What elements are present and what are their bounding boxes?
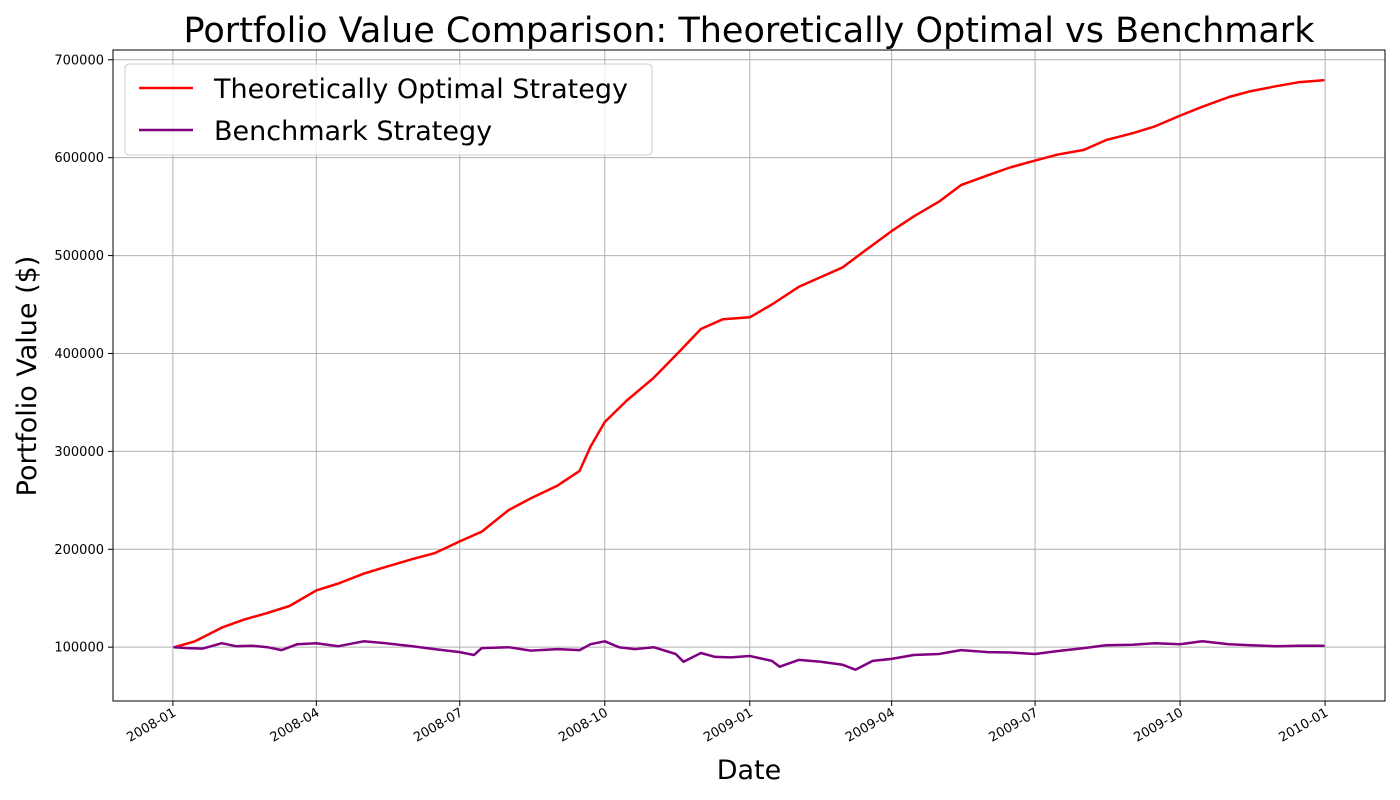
chart-title: Portfolio Value Comparison: Theoreticall… [184,11,1316,51]
y-tick-label: 200000 [54,543,104,558]
plot-frame [112,49,1386,702]
y-axis-title: Portfolio Value ($) [12,256,43,497]
series-line-0 [173,79,1325,649]
y-tick-label: 500000 [54,249,104,264]
legend-label-0: Theoretically Optimal Strategy [213,74,628,105]
y-tick-label: 600000 [54,151,104,166]
legend: Theoretically Optimal Strategy Benchmark … [124,63,653,156]
y-tick-label: 300000 [54,445,104,460]
y-axis: 100000 200000 300000 400000 500000 600000 7000… [54,53,113,656]
legend-label-1: Benchmark Strategy [214,116,492,147]
series-line-1 [173,640,1325,671]
legend-box [124,63,653,156]
x-axis-title: Date [717,755,782,786]
y-tick-label: 400000 [54,347,104,362]
y-tick-label: 700000 [54,53,104,68]
series-layer [173,79,1325,671]
gridlines [113,50,1385,701]
y-tick-label: 100000 [54,641,104,656]
